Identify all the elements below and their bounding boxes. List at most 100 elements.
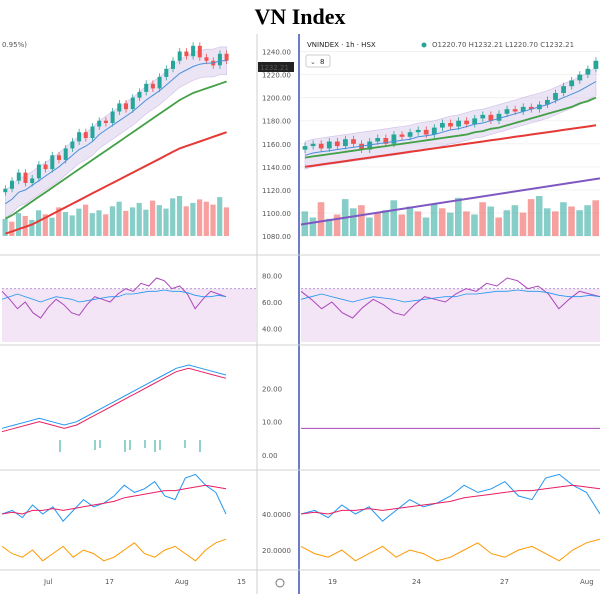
candle-body [177,51,182,61]
candle-body [30,178,35,183]
volume-bar [584,205,591,236]
volume-bar [576,210,583,236]
rsi-tick-label: 40.00 [262,326,282,334]
volume-bar [49,217,55,236]
volume-bar [2,218,8,236]
stoch-tick-label: 40.0000 [262,511,291,519]
volume-bar [487,206,494,236]
volume-bar [503,210,511,236]
volume-bar [479,202,486,236]
candle-body [10,180,14,189]
volume-bar [592,200,599,236]
candle-body [191,45,196,57]
volume-bar [455,197,462,236]
volume-bar [406,206,414,236]
candle-body [496,113,502,121]
rsi-tick-label: 80.00 [262,272,282,280]
live-status-dot [421,42,427,48]
volume-bar [422,217,430,236]
rsi-signal-line [1,289,227,303]
sma-mid-line [4,80,227,220]
volume-bar [358,205,365,236]
candle-body [90,126,95,138]
volume-bar [176,196,183,236]
left-legend-partial: 0.95%) [2,41,27,49]
candle-body [472,118,478,125]
gear-icon[interactable] [275,578,285,588]
sma-long-line [304,124,597,168]
volume-bar [156,205,162,236]
price-tick-label: 1160.00 [262,141,291,149]
volume-bar [527,199,535,236]
candle-body [50,155,55,170]
right-symbol-label: VNINDEX · 1h · HSX [307,41,376,49]
price-tick-label: 1180.00 [262,118,291,126]
candle-body [164,68,169,77]
volume-bar [129,207,136,236]
volume-bar [96,210,102,236]
volume-bar [217,197,223,236]
candle-body [391,134,397,144]
volume-bar [471,214,478,236]
volume-bar [76,208,82,236]
candle-body [43,164,48,170]
volume-bar [62,212,69,236]
candle-body [23,172,28,183]
candle-body [63,148,68,160]
candle-body [415,129,421,133]
volume-bar [309,217,317,236]
volume-bar [203,201,209,236]
volume-bar [350,208,357,236]
volume-bar [325,218,333,236]
candle-body [83,132,88,138]
volume-bar [223,207,229,236]
volume-bar [123,210,129,236]
candle-body [561,86,566,93]
stoch-line-2 [1,484,227,515]
indicator-toggle[interactable] [305,54,331,68]
bollinger-band [5,46,227,219]
candle-body [224,53,229,61]
volume-bar [543,208,551,236]
candle-body [367,141,373,150]
x-tick-label-left: Aug [175,578,189,586]
adx-tick-label: 0.00 [262,452,278,460]
volume-bar [519,212,527,236]
volume-bar [29,220,35,236]
adx-line [1,364,227,429]
candle-body [343,139,348,147]
volume-bar [382,210,389,236]
bollinger-band [304,67,597,170]
candle-body [375,138,381,142]
rsi-zone [2,288,256,342]
candle-body [318,143,324,149]
volume-bar [69,215,75,236]
candle-body [577,74,583,81]
volume-bar [143,209,149,236]
volume-bar [56,207,62,236]
candle-body [456,120,461,127]
candle-body [137,91,142,98]
x-tick-label-left: 17 [105,578,114,586]
chevron-down-icon: ⌄ [310,58,316,66]
volume-bar [109,206,115,236]
volume-bar [136,202,142,236]
volume-bar [116,201,122,236]
candle-body [130,97,135,110]
candle-body [150,83,155,89]
volume-bar [197,199,203,236]
volume-bar [190,202,196,236]
rsi-line [300,277,600,319]
volume-bar [463,211,470,236]
candle-body [184,51,189,57]
current-price-tag [258,62,294,72]
volume-bar [447,212,454,236]
volume-bar [430,204,438,236]
volume-bar [15,213,22,236]
stoch-line-3 [300,538,600,562]
candle-body [464,120,469,125]
price-tick-label: 1240.00 [262,49,291,57]
sma-short-line [304,81,597,156]
volume-bar [560,202,567,236]
volume-bar [170,198,176,236]
